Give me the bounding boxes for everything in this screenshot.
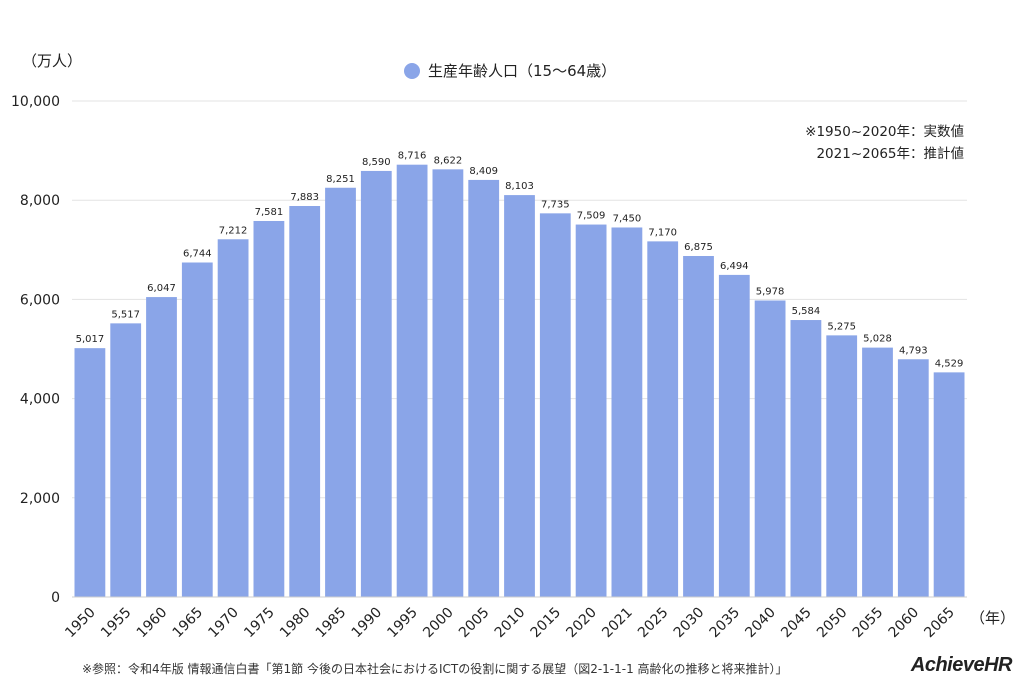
bar [325, 187, 356, 597]
x-tick-label: 1960 [134, 605, 171, 642]
x-tick-label: 2035 [707, 605, 744, 642]
bar [754, 300, 786, 597]
data-label: 6,744 [183, 248, 212, 259]
data-label: 8,622 [434, 155, 463, 166]
data-label: 5,275 [827, 321, 856, 332]
data-label: 7,450 [613, 213, 642, 224]
data-label: 7,509 [577, 211, 606, 222]
y-axis-unit: （万人） [22, 52, 83, 70]
data-label: 8,716 [398, 151, 427, 162]
legend-label: 生産年齢人口（15〜64歳） [428, 62, 617, 80]
data-label: 5,517 [111, 309, 140, 320]
x-tick-label: 2050 [814, 605, 851, 642]
x-tick-label: 2020 [563, 605, 600, 642]
x-tick-label: 1975 [241, 605, 278, 642]
x-tick-label: 2060 [886, 605, 923, 642]
bar [396, 164, 428, 597]
y-tick-label: 2,000 [20, 491, 60, 507]
x-axis-unit: （年） [970, 609, 1016, 627]
bar [933, 372, 965, 597]
bar [790, 320, 822, 597]
bar [718, 274, 750, 597]
legend-swatch [404, 62, 420, 79]
source-citation: ※参照：令和4年版 情報通信白書「第1節 今後の日本社会におけるICTの役割に関… [82, 662, 788, 676]
y-tick-label: 6,000 [20, 292, 60, 308]
x-tick-label: 2055 [850, 605, 887, 642]
x-tick-label: 2000 [420, 605, 457, 642]
x-tick-label: 1990 [349, 605, 386, 642]
x-tick-label: 2025 [635, 605, 672, 642]
bar [289, 206, 321, 597]
y-tick-label: 10,000 [11, 94, 60, 110]
y-tick-label: 0 [51, 590, 60, 606]
data-label: 7,735 [541, 199, 570, 210]
x-tick-label: 2015 [528, 605, 565, 642]
bar [683, 256, 714, 597]
x-tick-label: 2021 [599, 605, 636, 642]
bar [468, 179, 500, 597]
x-tick-label: 2030 [671, 605, 708, 642]
bar [611, 227, 643, 598]
x-tick-label: 1950 [62, 605, 99, 642]
data-label: 4,529 [935, 358, 964, 369]
bar [360, 170, 392, 597]
data-label: 5,978 [756, 286, 785, 297]
data-label: 5,017 [76, 334, 105, 345]
bar [217, 239, 249, 598]
x-tick-label: 1955 [98, 605, 135, 642]
x-tick-label: 1970 [205, 605, 242, 642]
y-tick-label: 8,000 [20, 193, 60, 209]
bar [862, 347, 893, 597]
bar [826, 335, 858, 597]
data-label: 6,047 [147, 283, 176, 294]
x-tick-label: 1995 [384, 605, 421, 642]
y-tick-label: 4,000 [20, 392, 60, 408]
x-tick-label: 2065 [921, 605, 958, 642]
data-note: ※1950~2020年：実数値 2021~2065年：推計値 [805, 121, 964, 165]
brand-logo: AchieveHR [910, 654, 1013, 676]
bar [181, 262, 213, 597]
data-label: 7,581 [255, 207, 284, 218]
data-label: 6,494 [720, 261, 749, 272]
bar [897, 359, 929, 597]
bar [74, 348, 106, 597]
data-label: 8,103 [505, 181, 534, 192]
data-label: 5,584 [792, 306, 821, 317]
data-label: 8,409 [469, 166, 498, 177]
data-label: 7,170 [648, 227, 677, 238]
bar [432, 169, 464, 597]
x-tick-label: 2005 [456, 605, 493, 642]
data-label: 8,590 [362, 157, 391, 168]
x-tick-label: 2040 [742, 605, 779, 642]
data-label: 5,028 [863, 334, 892, 345]
data-label: 6,875 [684, 242, 713, 253]
x-tick-label: 2010 [492, 605, 529, 642]
note-line-actual: ※1950~2020年：実数値 [805, 124, 964, 140]
bar [575, 224, 607, 598]
data-label: 7,212 [219, 225, 248, 236]
legend: 生産年齢人口（15〜64歳） [404, 60, 616, 81]
bar [110, 323, 142, 597]
data-label: 7,883 [290, 192, 319, 203]
bar [539, 213, 571, 597]
data-label: 8,251 [326, 174, 355, 185]
data-label: 4,793 [899, 345, 928, 356]
bar [647, 241, 679, 598]
x-tick-label: 2045 [778, 605, 815, 642]
x-tick-label: 1980 [277, 605, 314, 642]
x-tick-label: 1965 [170, 605, 207, 642]
bar [504, 195, 535, 598]
x-tick-label: 1985 [313, 605, 350, 642]
bar [146, 297, 177, 597]
bar [253, 220, 285, 597]
note-line-estimate: 2021~2065年：推計値 [816, 146, 964, 162]
